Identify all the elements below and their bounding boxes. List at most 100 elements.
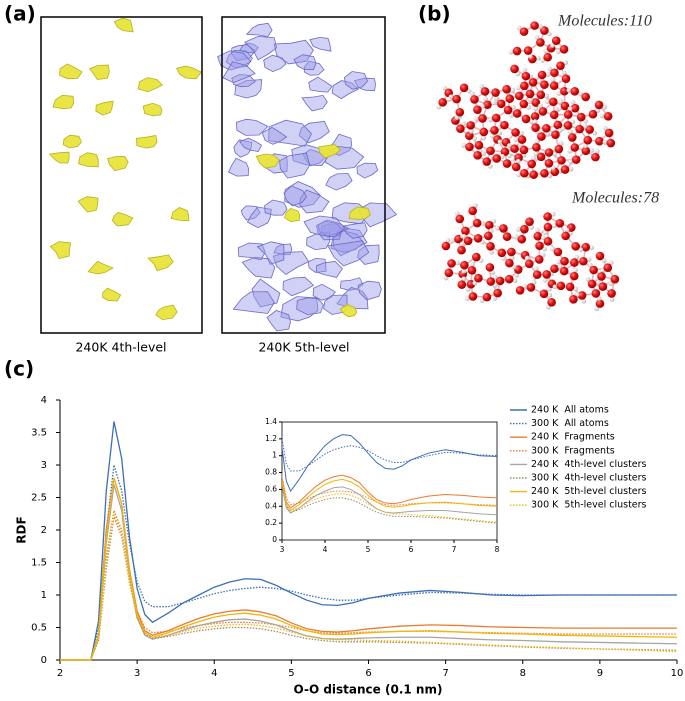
hydrogen <box>510 87 515 93</box>
hydrogen <box>461 143 467 148</box>
hydrogen <box>515 158 521 164</box>
hydrogen <box>509 255 515 261</box>
hydrogen <box>468 128 474 134</box>
hydrogen <box>534 138 540 144</box>
hydrogen <box>494 96 500 101</box>
oxygen <box>496 99 506 109</box>
oxygen <box>486 277 496 286</box>
hydrogen <box>533 266 539 272</box>
x-tick-label: 10 <box>671 668 684 679</box>
x-tick-label: 9 <box>597 668 603 679</box>
hydrogen <box>499 154 505 159</box>
blob <box>318 144 342 159</box>
hydrogen <box>609 297 615 302</box>
hydrogen <box>574 254 580 260</box>
blob <box>52 94 75 110</box>
hydrogen <box>602 139 608 145</box>
hydrogen <box>470 261 476 267</box>
blob <box>283 185 307 207</box>
hydrogen <box>592 130 598 136</box>
oxygen <box>472 252 481 262</box>
oxygen <box>570 258 579 267</box>
oxygen <box>495 276 505 286</box>
oxygen <box>491 88 500 97</box>
oxygen <box>530 112 540 121</box>
hydrogen <box>489 249 495 255</box>
hydrogen <box>513 234 519 240</box>
oxygen <box>504 274 514 284</box>
oxygen <box>480 87 490 96</box>
hydrogen <box>574 292 580 297</box>
oxygen <box>597 272 606 281</box>
blob <box>111 212 134 227</box>
blob <box>170 207 190 222</box>
oxygen <box>517 135 527 144</box>
oxygen <box>559 44 569 54</box>
hydrogen <box>511 264 517 270</box>
hydrogen <box>532 119 538 125</box>
hydrogen <box>608 281 614 287</box>
oxygen <box>526 283 536 292</box>
hydrogen <box>443 275 449 281</box>
hydrogen <box>481 151 486 157</box>
oxygen <box>553 247 563 257</box>
hydrogen <box>538 24 543 29</box>
oxygen <box>500 147 510 157</box>
oxygen <box>539 289 549 299</box>
hydrogen <box>540 252 546 258</box>
hydrogen <box>558 141 564 146</box>
blob <box>327 240 370 267</box>
oxygen <box>571 155 581 164</box>
hydrogen <box>512 278 518 284</box>
oxygen <box>598 282 608 291</box>
hydrogen <box>527 97 533 103</box>
molecule-cluster <box>436 21 616 179</box>
inset: 3 4 5 6 7 8 0 0.2 0.4 0.6 0.8 1 1.2 1.4 <box>265 417 500 554</box>
oxygen <box>603 263 613 272</box>
blob <box>356 162 379 179</box>
blob <box>306 231 331 251</box>
x-tick-label: 4 <box>211 668 217 679</box>
blob <box>315 260 343 278</box>
oxygen <box>540 26 549 35</box>
y-tick-label: 2.5 <box>31 493 47 504</box>
hydrogen <box>509 112 514 118</box>
blob <box>234 79 263 99</box>
oxygen <box>563 121 573 130</box>
oxygen <box>607 289 616 298</box>
oxygen <box>452 94 461 104</box>
blob <box>222 61 256 84</box>
x-tick-label: 6 <box>365 668 371 679</box>
hydrogen <box>602 125 608 131</box>
y-tick-label: 2 <box>41 525 47 536</box>
hydrogen <box>561 70 567 76</box>
x-tick-label: 8 <box>520 668 526 679</box>
legend-label: 240 K 5th-level clusters <box>531 486 647 497</box>
hydrogen <box>526 104 532 110</box>
oxygen <box>461 226 470 236</box>
oxygen <box>604 128 614 138</box>
oxygen <box>557 156 566 165</box>
oxygen <box>567 133 577 142</box>
oxygen <box>595 251 605 261</box>
oxygen <box>527 159 537 169</box>
hydrogen <box>550 211 556 217</box>
panel-label: (a) <box>4 2 36 26</box>
oxygen <box>591 289 601 298</box>
oxygen <box>570 87 580 96</box>
hydrogen <box>599 113 605 119</box>
hydrogen <box>514 272 520 278</box>
blob <box>284 207 301 223</box>
series-line <box>282 477 497 523</box>
oxygen <box>555 218 565 228</box>
oxygen <box>510 144 519 153</box>
oxygen <box>517 234 527 244</box>
oxygen <box>491 113 501 123</box>
oxygen <box>542 123 551 133</box>
oxygen <box>588 109 598 119</box>
oxygen <box>547 297 556 307</box>
hydrogen <box>445 237 451 243</box>
oxygen <box>556 281 566 291</box>
hydrogen <box>568 159 573 165</box>
blob <box>261 126 288 145</box>
